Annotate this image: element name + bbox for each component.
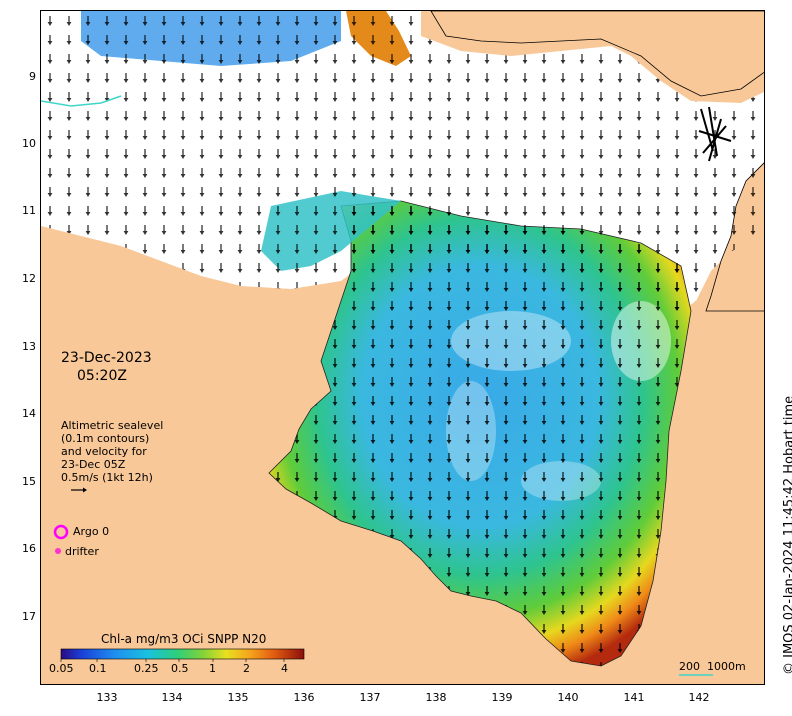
colorbar-tick-4: 1: [209, 662, 216, 675]
altimetry-line-4: 23-Dec 05Z: [61, 458, 126, 471]
credit-text: © IMOS 02-Jan-2024 11:45:42 Hobart time: [782, 395, 792, 675]
legend-drifter-label: drifter: [65, 545, 99, 558]
colorbar-ticks: [60, 659, 285, 662]
x-tick-139: 139: [491, 691, 513, 704]
map-panel[interactable]: 23-Dec-2023 05:20Z Altimetric sealevel (…: [40, 10, 765, 685]
y-tick-15: 15: [22, 475, 36, 488]
y-tick-12: 12: [22, 272, 36, 285]
x-tick-138: 138: [425, 691, 447, 704]
x-tick-141: 141: [623, 691, 645, 704]
colorbar-tick-0: 0.05: [49, 662, 74, 675]
x-tick-142: 142: [688, 691, 710, 704]
colorbar: [60, 648, 305, 660]
depth-contour-label: 1000m: [707, 660, 746, 673]
colorbar-tick-5: 2: [243, 662, 250, 675]
y-tick-11: 11: [22, 204, 36, 217]
chlorophyll-map: [41, 11, 764, 684]
x-tick-133: 133: [96, 691, 118, 704]
y-tick-9: 9: [29, 70, 36, 83]
x-tick-134: 134: [161, 691, 183, 704]
x-tick-137: 137: [359, 691, 381, 704]
drifter-tracks: [698, 106, 732, 162]
velocity-scale-arrow-head-icon: [83, 487, 87, 493]
y-tick-17: 17: [22, 610, 36, 623]
altimetry-line-3: and velocity for: [61, 445, 147, 458]
y-tick-16: 16: [22, 542, 36, 555]
y-tick-13: 13: [22, 340, 36, 353]
colorbar-title: Chl-a mg/m3 OCi SNPP N20: [101, 632, 267, 646]
altimetry-line-5: 0.5m/s (1kt 12h): [61, 471, 153, 484]
scale-bar-label: 200: [679, 660, 700, 673]
colorbar-tick-2: 0.25: [134, 662, 159, 675]
x-tick-140: 140: [557, 691, 579, 704]
y-tick-10: 10: [22, 137, 36, 150]
argo-marker-icon: [53, 524, 69, 540]
colorbar-tick-6: 4: [281, 662, 288, 675]
land-north: [430, 11, 764, 97]
time-label: 05:20Z: [77, 368, 127, 384]
altimetry-line-2: (0.1m contours): [61, 432, 150, 445]
x-tick-135: 135: [227, 691, 249, 704]
colorbar-tick-1: 0.1: [89, 662, 107, 675]
velocity-arrows-north: [41, 11, 764, 311]
depth-contour-1000m: [41, 95, 122, 107]
drifter-marker-icon: [55, 548, 61, 554]
colorbar-tick-3: 0.5: [171, 662, 189, 675]
legend-argo-label: Argo 0: [73, 525, 110, 538]
date-label: 23-Dec-2023: [61, 350, 152, 366]
x-tick-136: 136: [293, 691, 315, 704]
y-tick-14: 14: [22, 407, 36, 420]
altimetry-line-1: Altimetric sealevel: [61, 419, 164, 432]
